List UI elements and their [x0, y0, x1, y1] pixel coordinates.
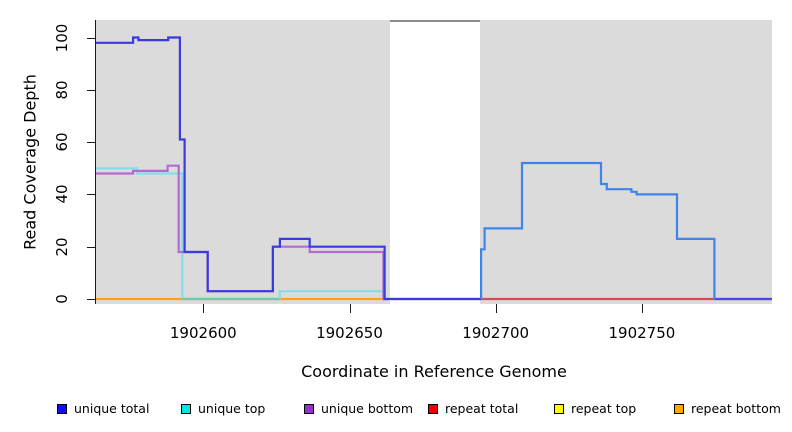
- legend-label: unique total: [74, 401, 150, 416]
- legend-item-repeat-total: repeat total: [428, 401, 518, 416]
- x-tick-label: 1902600: [169, 324, 237, 342]
- y-tick-label: 60: [53, 132, 71, 152]
- x-tick-1902750: [641, 304, 643, 313]
- y-tick-label: 100: [53, 23, 71, 52]
- y-tick-label: 40: [53, 184, 71, 204]
- legend-item-unique-top: unique top: [181, 401, 265, 416]
- x-axis-title: Coordinate in Reference Genome: [301, 362, 567, 381]
- legend-label: repeat total: [445, 401, 519, 416]
- y-tick-label: 0: [53, 294, 71, 304]
- x-tick-1902600: [203, 304, 205, 313]
- legend-label: unique top: [198, 401, 266, 416]
- x-tick-label: 1902750: [608, 324, 676, 342]
- repeat-top-swatch-icon: [554, 403, 564, 414]
- y-tick-20: [87, 246, 96, 248]
- coverage-lines-chart: [96, 36, 772, 301]
- legend-item-unique-total: unique total: [57, 401, 149, 416]
- legend-label: unique bottom: [321, 401, 414, 416]
- legend-item-repeat-top: repeat top: [554, 401, 636, 416]
- x-tick-1902700: [495, 304, 497, 313]
- y-axis-title: Read Coverage Depth: [20, 74, 40, 250]
- unique-bottom-swatch-icon: [304, 403, 314, 414]
- legend: unique total unique top unique bottom re…: [0, 401, 792, 417]
- unique-top-swatch-icon: [181, 403, 191, 414]
- y-tick-0: [87, 299, 96, 300]
- y-tick-100: [87, 37, 96, 39]
- x-tick-label: 1902650: [316, 324, 383, 342]
- plot-panel: [96, 20, 772, 304]
- repeat-total-swatch-icon: [428, 403, 438, 414]
- y-tick-80: [87, 89, 96, 91]
- legend-item-repeat-bottom: repeat bottom: [674, 401, 781, 416]
- legend-item-unique-bottom: unique bottom: [304, 401, 413, 416]
- y-tick-60: [87, 142, 96, 144]
- legend-label: repeat bottom: [691, 401, 781, 416]
- y-axis-line: [95, 20, 96, 304]
- y-tick-label: 80: [53, 80, 71, 100]
- repeat-bottom-swatch-icon: [674, 403, 684, 414]
- x-tick-label: 1902700: [462, 324, 530, 342]
- y-tick-label: 20: [53, 237, 71, 257]
- legend-label: repeat top: [571, 401, 637, 416]
- x-tick-1902650: [349, 304, 351, 313]
- coverage-gap-band: [390, 20, 480, 304]
- y-tick-40: [87, 194, 96, 196]
- unique-total-swatch-icon: [57, 403, 67, 414]
